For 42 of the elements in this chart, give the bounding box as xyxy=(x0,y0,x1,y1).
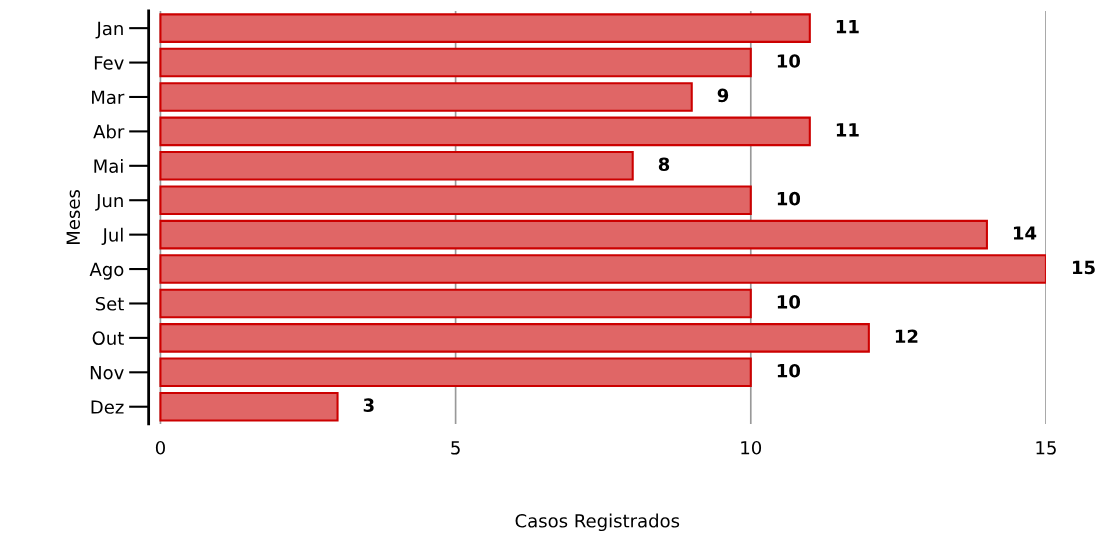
bar xyxy=(159,288,752,319)
bar xyxy=(159,323,870,353)
y-tick-label: Dez xyxy=(91,400,124,414)
data-label: 10 xyxy=(777,363,801,378)
y-tick-label: Nov xyxy=(90,366,124,380)
y-axis-title: Meses xyxy=(66,190,81,244)
bar xyxy=(159,254,1046,284)
data-label: 12 xyxy=(895,329,918,343)
bar xyxy=(159,391,339,422)
bar xyxy=(159,13,811,43)
bar xyxy=(159,82,693,112)
data-label: 10 xyxy=(777,191,801,206)
x-axis-title: Casos Registrados xyxy=(515,513,680,532)
y-tick-label: Jun xyxy=(95,193,123,211)
data-label: 3 xyxy=(363,398,374,412)
bar xyxy=(159,47,752,78)
data-label: 8 xyxy=(658,157,670,172)
data-label: 9 xyxy=(717,88,729,103)
y-tick-label: Abr xyxy=(93,124,125,139)
y-tick-label: Set xyxy=(95,296,124,311)
y-tick-label: Out xyxy=(92,331,124,345)
bar xyxy=(159,116,811,147)
bar xyxy=(159,151,634,181)
y-tick-label: Jul xyxy=(101,227,123,246)
y-tick-label: Jan xyxy=(95,21,123,39)
bar xyxy=(159,219,988,250)
bar xyxy=(159,357,752,388)
data-label: 11 xyxy=(836,123,859,137)
y-tick-label: Mai xyxy=(94,158,123,173)
bar xyxy=(159,185,752,216)
x-tick-label: 5 xyxy=(451,441,460,455)
x-tick-label: 0 xyxy=(155,440,165,455)
data-label: 10 xyxy=(777,54,801,68)
data-label: 14 xyxy=(1013,226,1037,240)
data-label: 15 xyxy=(1072,260,1095,275)
y-tick-label: Mar xyxy=(92,90,125,105)
y-tick-label: Ago xyxy=(89,262,124,280)
data-label: 10 xyxy=(777,295,801,309)
data-label: 11 xyxy=(836,19,859,34)
x-tick-label: 15 xyxy=(1036,441,1056,455)
y-tick-label: Fev xyxy=(94,56,124,70)
x-tick-label: 10 xyxy=(741,440,762,455)
